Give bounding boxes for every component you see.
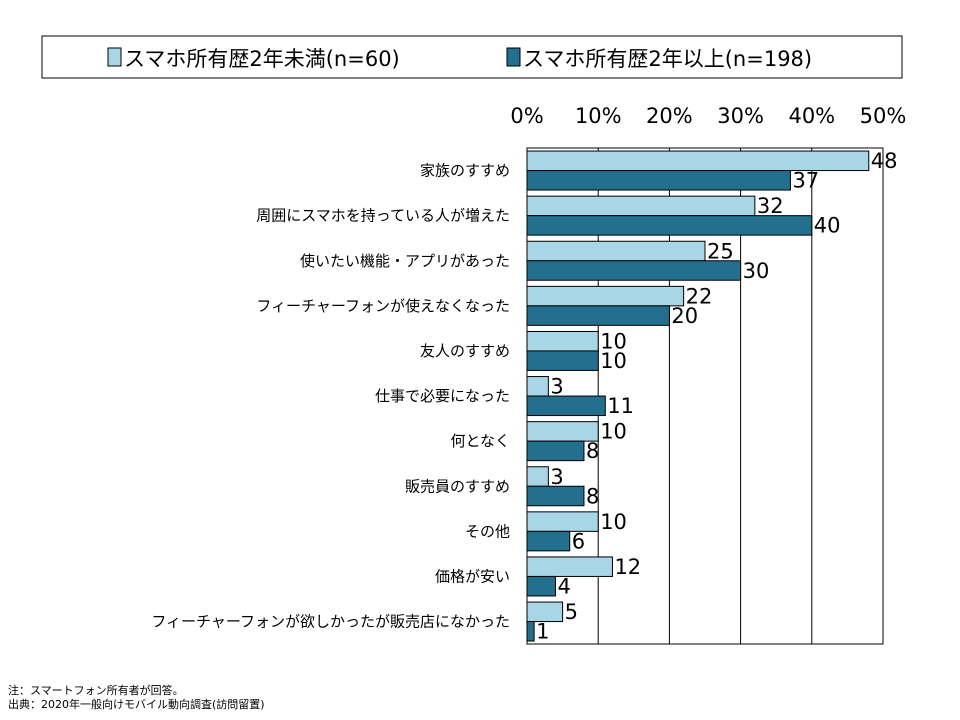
category-label: フィーチャーフォンが使えなくなった: [256, 297, 510, 315]
x-tick-label: 50%: [860, 104, 907, 128]
axis-ticks: 0% 10% 20% 30% 40% 50%: [510, 104, 906, 128]
data-label: 5: [565, 600, 578, 624]
bar-series-2: [526, 350, 599, 371]
plot-frame: [526, 147, 884, 645]
legend: スマホ所有歴2年未満(n=60) スマホ所有歴2年以上(n=198): [41, 35, 903, 79]
bar-series-2: [526, 440, 585, 462]
data-label: 3: [550, 465, 563, 489]
bar-series-1: [526, 511, 599, 532]
category-label: 家族のすすめ: [420, 162, 510, 180]
data-label: 10: [600, 349, 627, 373]
data-label: 48: [871, 149, 898, 173]
data-label: 11: [607, 394, 634, 418]
bar-series-1: [526, 330, 599, 352]
source-note: 出典：2020年一般向けモバイル動向調査(訪問留置): [8, 698, 265, 711]
data-label: 8: [586, 484, 599, 508]
bar-series-2: [526, 485, 585, 507]
bar-series-2: [526, 215, 813, 236]
data-label: 40: [814, 214, 841, 238]
category-label: その他: [465, 522, 510, 540]
legend-label-series-1: スマホ所有歴2年未満(n=60): [124, 47, 400, 71]
category-labels: 家族のすすめ周囲にスマホを持っている人が増えた使いたい機能・アプリがあったフィー…: [151, 162, 510, 631]
bar-series-1: [526, 285, 685, 307]
bar-series-2: [526, 575, 556, 597]
legend-label-series-2: スマホ所有歴2年以上(n=198): [523, 47, 812, 71]
data-label: 8: [586, 439, 599, 463]
data-label: 37: [792, 169, 819, 193]
footnote: 注：スマートフォン所有者が回答。: [8, 684, 184, 697]
data-label: 12: [614, 555, 641, 579]
x-tick-label: 30%: [717, 104, 764, 128]
x-tick-label: 10%: [575, 104, 622, 128]
bar-series-2: [526, 530, 571, 552]
data-label: 20: [671, 304, 698, 328]
bar-series-2: [526, 621, 535, 642]
legend-swatch-series-1: [107, 47, 122, 67]
data-label: 10: [600, 420, 627, 444]
bar-series-2: [526, 170, 791, 191]
bar-series-1: [526, 376, 549, 397]
category-label: 販売員のすすめ: [405, 477, 510, 495]
category-label: 仕事で必要になった: [375, 387, 510, 405]
category-label: フィーチャーフォンが欲しかったが販売店になかった: [151, 613, 510, 631]
bar-series-1: [526, 240, 706, 262]
bar-series-1: [526, 466, 549, 487]
data-label: 6: [572, 529, 585, 553]
x-tick-label: 20%: [646, 104, 693, 128]
data-label: 22: [686, 284, 713, 308]
category-label: 周囲にスマホを持っている人が増えた: [256, 207, 510, 225]
bar-series-2: [526, 305, 670, 326]
x-tick-label: 40%: [788, 104, 835, 128]
legend-swatch-series-2: [506, 47, 521, 67]
data-label: 10: [600, 510, 627, 534]
data-label: 25: [707, 239, 734, 263]
data-label: 4: [557, 574, 570, 598]
data-label: 10: [600, 329, 627, 353]
bar-series-2: [526, 395, 606, 417]
legend-box: [41, 35, 903, 79]
category-label: 価格が安い: [435, 567, 510, 585]
data-label: 1: [536, 620, 549, 644]
category-label: 友人のすすめ: [420, 342, 510, 360]
bar-series-1: [526, 195, 756, 217]
bars: [526, 150, 870, 642]
category-label: 何となく: [450, 432, 510, 450]
data-label: 32: [757, 194, 784, 218]
data-label: 30: [743, 259, 770, 283]
bar-series-2: [526, 260, 742, 281]
data-label: 3: [550, 375, 563, 399]
category-label: 使いたい機能・アプリがあった: [300, 252, 510, 270]
x-tick-label: 0%: [510, 104, 543, 128]
